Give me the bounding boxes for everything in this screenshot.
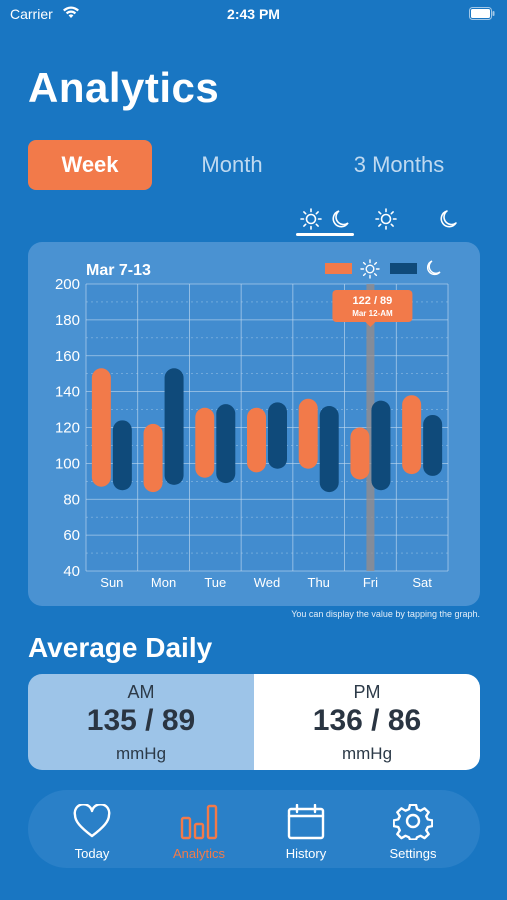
average-am-unit: mmHg — [115, 744, 167, 763]
x-tick-label: Mon — [151, 575, 176, 590]
x-tick-label: Wed — [254, 575, 281, 590]
average-pm-unit: mmHg — [341, 744, 393, 763]
tooltip-date: Mar 12-AM — [352, 309, 393, 318]
legend-sun-icon — [360, 259, 380, 279]
mode-moon[interactable] — [434, 202, 462, 236]
legend-moon-icon — [426, 260, 441, 276]
tabbar-settings[interactable]: Settings — [363, 790, 463, 868]
tooltip-value: 122 / 89 — [353, 295, 393, 307]
am-pm-toggle — [296, 202, 486, 236]
y-tick-label: 140 — [55, 384, 80, 401]
gear-icon — [393, 804, 433, 840]
chart-canvas[interactable]: 40 60 80 100 120 140 160 180 200 Sun Mon Tue Wed Thu F… — [28, 242, 480, 606]
y-tick-label: 80 — [63, 491, 80, 508]
bar-pm — [112, 420, 132, 491]
bar-am — [143, 423, 163, 493]
period-tabs: Week Month 3 Months — [28, 140, 478, 190]
bottom-tab-bar: Today Analytics History — [28, 790, 480, 868]
tabbar-analytics[interactable]: Analytics — [149, 790, 249, 868]
tab-month[interactable]: Month — [201, 152, 263, 177]
legend-swatch-pm — [390, 263, 417, 274]
bar-pm — [268, 402, 287, 469]
tab-3-months[interactable]: 3 Months — [353, 152, 445, 177]
y-tick-label: 160 — [55, 348, 80, 365]
sun-moon-icon — [300, 208, 349, 230]
average-am-value: 135 / 89 — [86, 704, 196, 737]
average-daily-card: AM 135 / 89 mmHg PM 136 / 86 mmHg — [28, 674, 480, 770]
x-tick-label: Sun — [100, 575, 123, 590]
bar-am — [91, 368, 111, 487]
wifi-icon — [62, 5, 80, 22]
y-tick-label: 60 — [63, 527, 80, 544]
chart-hint: You can display the value by tapping the… — [291, 609, 480, 619]
bar-am — [350, 427, 370, 480]
x-tick-label: Tue — [204, 575, 226, 590]
carrier-label: Carrier — [10, 6, 53, 22]
legend-swatch-am — [325, 263, 352, 274]
x-tick-label: Thu — [308, 575, 330, 590]
tabbar-analytics-label: Analytics — [172, 846, 226, 861]
bar-am — [298, 398, 318, 469]
bar-am — [195, 407, 215, 478]
bar-pm — [423, 414, 443, 476]
clock-label: 2:43 PM — [227, 6, 280, 22]
average-pm-panel: PM 136 / 86 mmHg — [254, 674, 480, 770]
highlight-column — [366, 284, 375, 571]
page-title: Analytics — [28, 64, 220, 111]
average-am-label: AM — [127, 682, 155, 702]
bar-pm — [164, 368, 184, 485]
average-pm-value: 136 / 86 — [312, 704, 422, 737]
battery-icon — [469, 7, 495, 23]
tabbar-settings-label: Settings — [389, 846, 437, 861]
bar-am — [402, 395, 422, 475]
y-tick-label: 200 — [55, 276, 80, 293]
bar-am — [247, 407, 266, 473]
moon-icon — [440, 210, 457, 228]
y-tick-label: 40 — [63, 563, 80, 580]
average-am-panel: AM 135 / 89 mmHg — [28, 674, 254, 770]
y-tick-label: 180 — [55, 312, 80, 329]
x-tick-label: Fri — [363, 575, 378, 590]
x-tick-label: Sat — [412, 575, 432, 590]
bar-pm — [319, 405, 339, 493]
chart-title: Mar 7-13 — [86, 262, 151, 279]
tooltip-box — [332, 290, 413, 322]
tab-week[interactable]: Week — [28, 140, 152, 190]
tabbar-today-label: Today — [74, 846, 110, 861]
heart-icon — [73, 804, 111, 838]
y-tick-label: 120 — [55, 420, 80, 437]
average-pm-label: PM — [353, 682, 381, 702]
blood-pressure-chart[interactable]: 40 60 80 100 120 140 160 180 200 Sun Mon Tue Wed Thu F… — [28, 242, 480, 606]
bar-pm — [371, 400, 391, 491]
mode-sun-moon[interactable] — [296, 202, 354, 236]
y-tick-label: 100 — [55, 455, 80, 472]
status-bar: Carrier 2:43 PM — [0, 0, 507, 30]
sun-icon — [375, 208, 397, 230]
bar-pm — [216, 404, 236, 484]
tabbar-today[interactable]: Today — [42, 790, 142, 868]
calendar-icon — [287, 804, 325, 840]
tabbar-history-label: History — [285, 846, 327, 861]
average-daily-title: Average Daily — [28, 632, 213, 663]
mode-sun[interactable] — [372, 202, 400, 236]
bar-chart-icon — [180, 804, 218, 840]
tooltip-pointer — [365, 322, 376, 327]
tabbar-history[interactable]: History — [256, 790, 356, 868]
